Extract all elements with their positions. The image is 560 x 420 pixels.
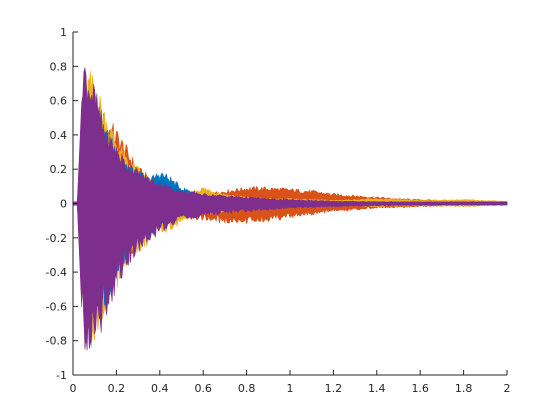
y-tick-label: 0.6: [50, 95, 68, 108]
y-tick-label: 0.8: [50, 60, 68, 73]
y-tick-label: 0.4: [50, 129, 68, 142]
y-tick-label: -1: [56, 369, 67, 382]
x-tick-label: 1.2: [325, 382, 343, 395]
x-tick-label: 1.6: [411, 382, 429, 395]
y-tick-label: 0: [60, 198, 67, 211]
y-tick-label: -0.4: [46, 266, 67, 279]
x-tick-label: 1.8: [455, 382, 473, 395]
x-tick-label: 0.4: [151, 382, 169, 395]
y-tick-label: -0.2: [46, 232, 67, 245]
x-tick-label: 1.4: [368, 382, 386, 395]
ticks-layer: 0 0.2 0.4 0.6 0.8 1 1.2 1.4 1.6 1.8 2 -1 -0.8 -0.6 -0.…: [46, 26, 511, 395]
x-tick-label: 0.6: [194, 382, 212, 395]
x-tick-label: 1: [287, 382, 294, 395]
series-band-4: [72, 67, 508, 351]
y-tick-label: -0.8: [46, 335, 67, 348]
x-tick-label: 0.2: [108, 382, 126, 395]
series-layer: [72, 67, 508, 351]
x-tick-label: 2: [504, 382, 511, 395]
y-tick-label: -0.6: [46, 300, 67, 313]
x-tick-label: 0: [70, 382, 77, 395]
x-tick-label: 0.8: [238, 382, 256, 395]
y-tick-label: 0.2: [50, 163, 68, 176]
y-tick-label: 1: [60, 26, 67, 39]
